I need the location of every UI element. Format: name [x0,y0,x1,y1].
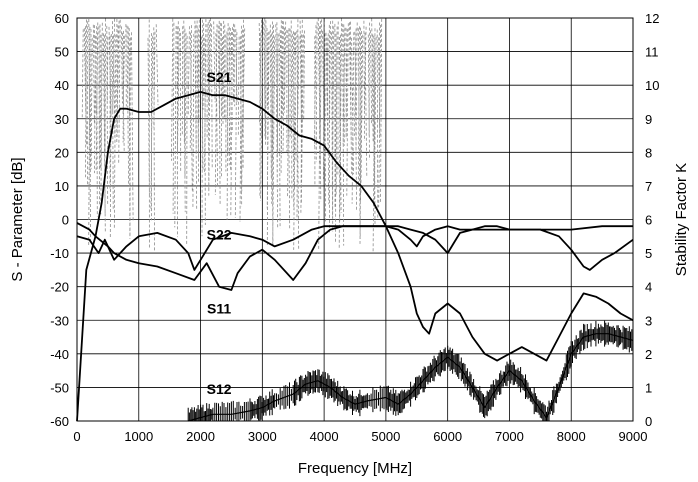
y-tick-label: 50 [55,45,69,60]
y2-tick-label: 4 [645,280,652,295]
x-tick-labels: 0 1000 2000 3000 4000 5000 6000 7000 8000 9000 [73,429,647,444]
y2-tick-label: 1 [645,380,652,395]
y2-tick-label: 2 [645,347,652,362]
series-label-s21: S21 [207,69,232,85]
y2-tick-label: 6 [645,213,652,228]
series-label-s11: S11 [207,301,231,317]
y-tick-label: -50 [50,380,69,395]
x-tick-label: 1000 [124,429,153,444]
y-tick-label: -20 [50,280,69,295]
y-tick-label: 30 [55,112,69,127]
y-axis-title: S - Parameter [dB] [9,157,26,281]
y2-tick-label: 11 [645,45,659,60]
series-line-s11 [76,222,633,291]
y-tick-labels: -60 -50 -40 -30 -20 -10 0 10 20 30 40 50 60 [50,11,69,429]
y-tick-label: 10 [55,179,69,194]
x-tick-label: 7000 [495,429,524,444]
series-labels: S21 S22 S11 S12 [207,69,232,397]
y2-tick-label: 7 [645,179,652,194]
k-trace-path [81,18,383,252]
y2-tick-label: 0 [645,414,652,429]
x-tick-label: 2000 [186,429,215,444]
y-tick-label: 0 [62,213,69,228]
x-tick-label: 3000 [248,429,277,444]
x-tick-label: 9000 [619,429,648,444]
y-tick-label: 40 [55,78,69,93]
y2-tick-label: 8 [645,145,652,160]
y2-tick-label: 3 [645,313,652,328]
x-tick-label: 4000 [310,429,339,444]
y2-tick-label: 10 [645,78,659,93]
series-lines [76,91,634,422]
series-line-s21 [76,91,634,422]
y-tick-label: 60 [55,11,69,26]
y-tick-label: 20 [55,145,69,160]
y-tick-label: -60 [50,414,69,429]
series-label-s12: S12 [207,381,232,397]
x-tick-label: 0 [73,429,80,444]
y2-axis-title: Stability Factor K [673,163,690,276]
plot-frame [76,17,634,422]
y2-tick-label: 5 [645,246,652,261]
series-label-s22: S22 [207,227,232,243]
y-tick-label: -30 [50,313,69,328]
x-axis-title: Frequency [MHz] [298,460,412,477]
series-line-s22 [76,225,634,271]
y2-tick-label: 9 [645,112,652,127]
series-noise-s12 [187,320,633,421]
x-tick-label: 6000 [433,429,462,444]
y-tick-label: -10 [50,246,69,261]
x-tick-label: 5000 [371,429,400,444]
y-tick-label: -40 [50,347,69,362]
x-tick-label: 8000 [557,429,586,444]
y2-tick-label: 12 [645,11,659,26]
stability-factor-k-trace [81,18,383,252]
